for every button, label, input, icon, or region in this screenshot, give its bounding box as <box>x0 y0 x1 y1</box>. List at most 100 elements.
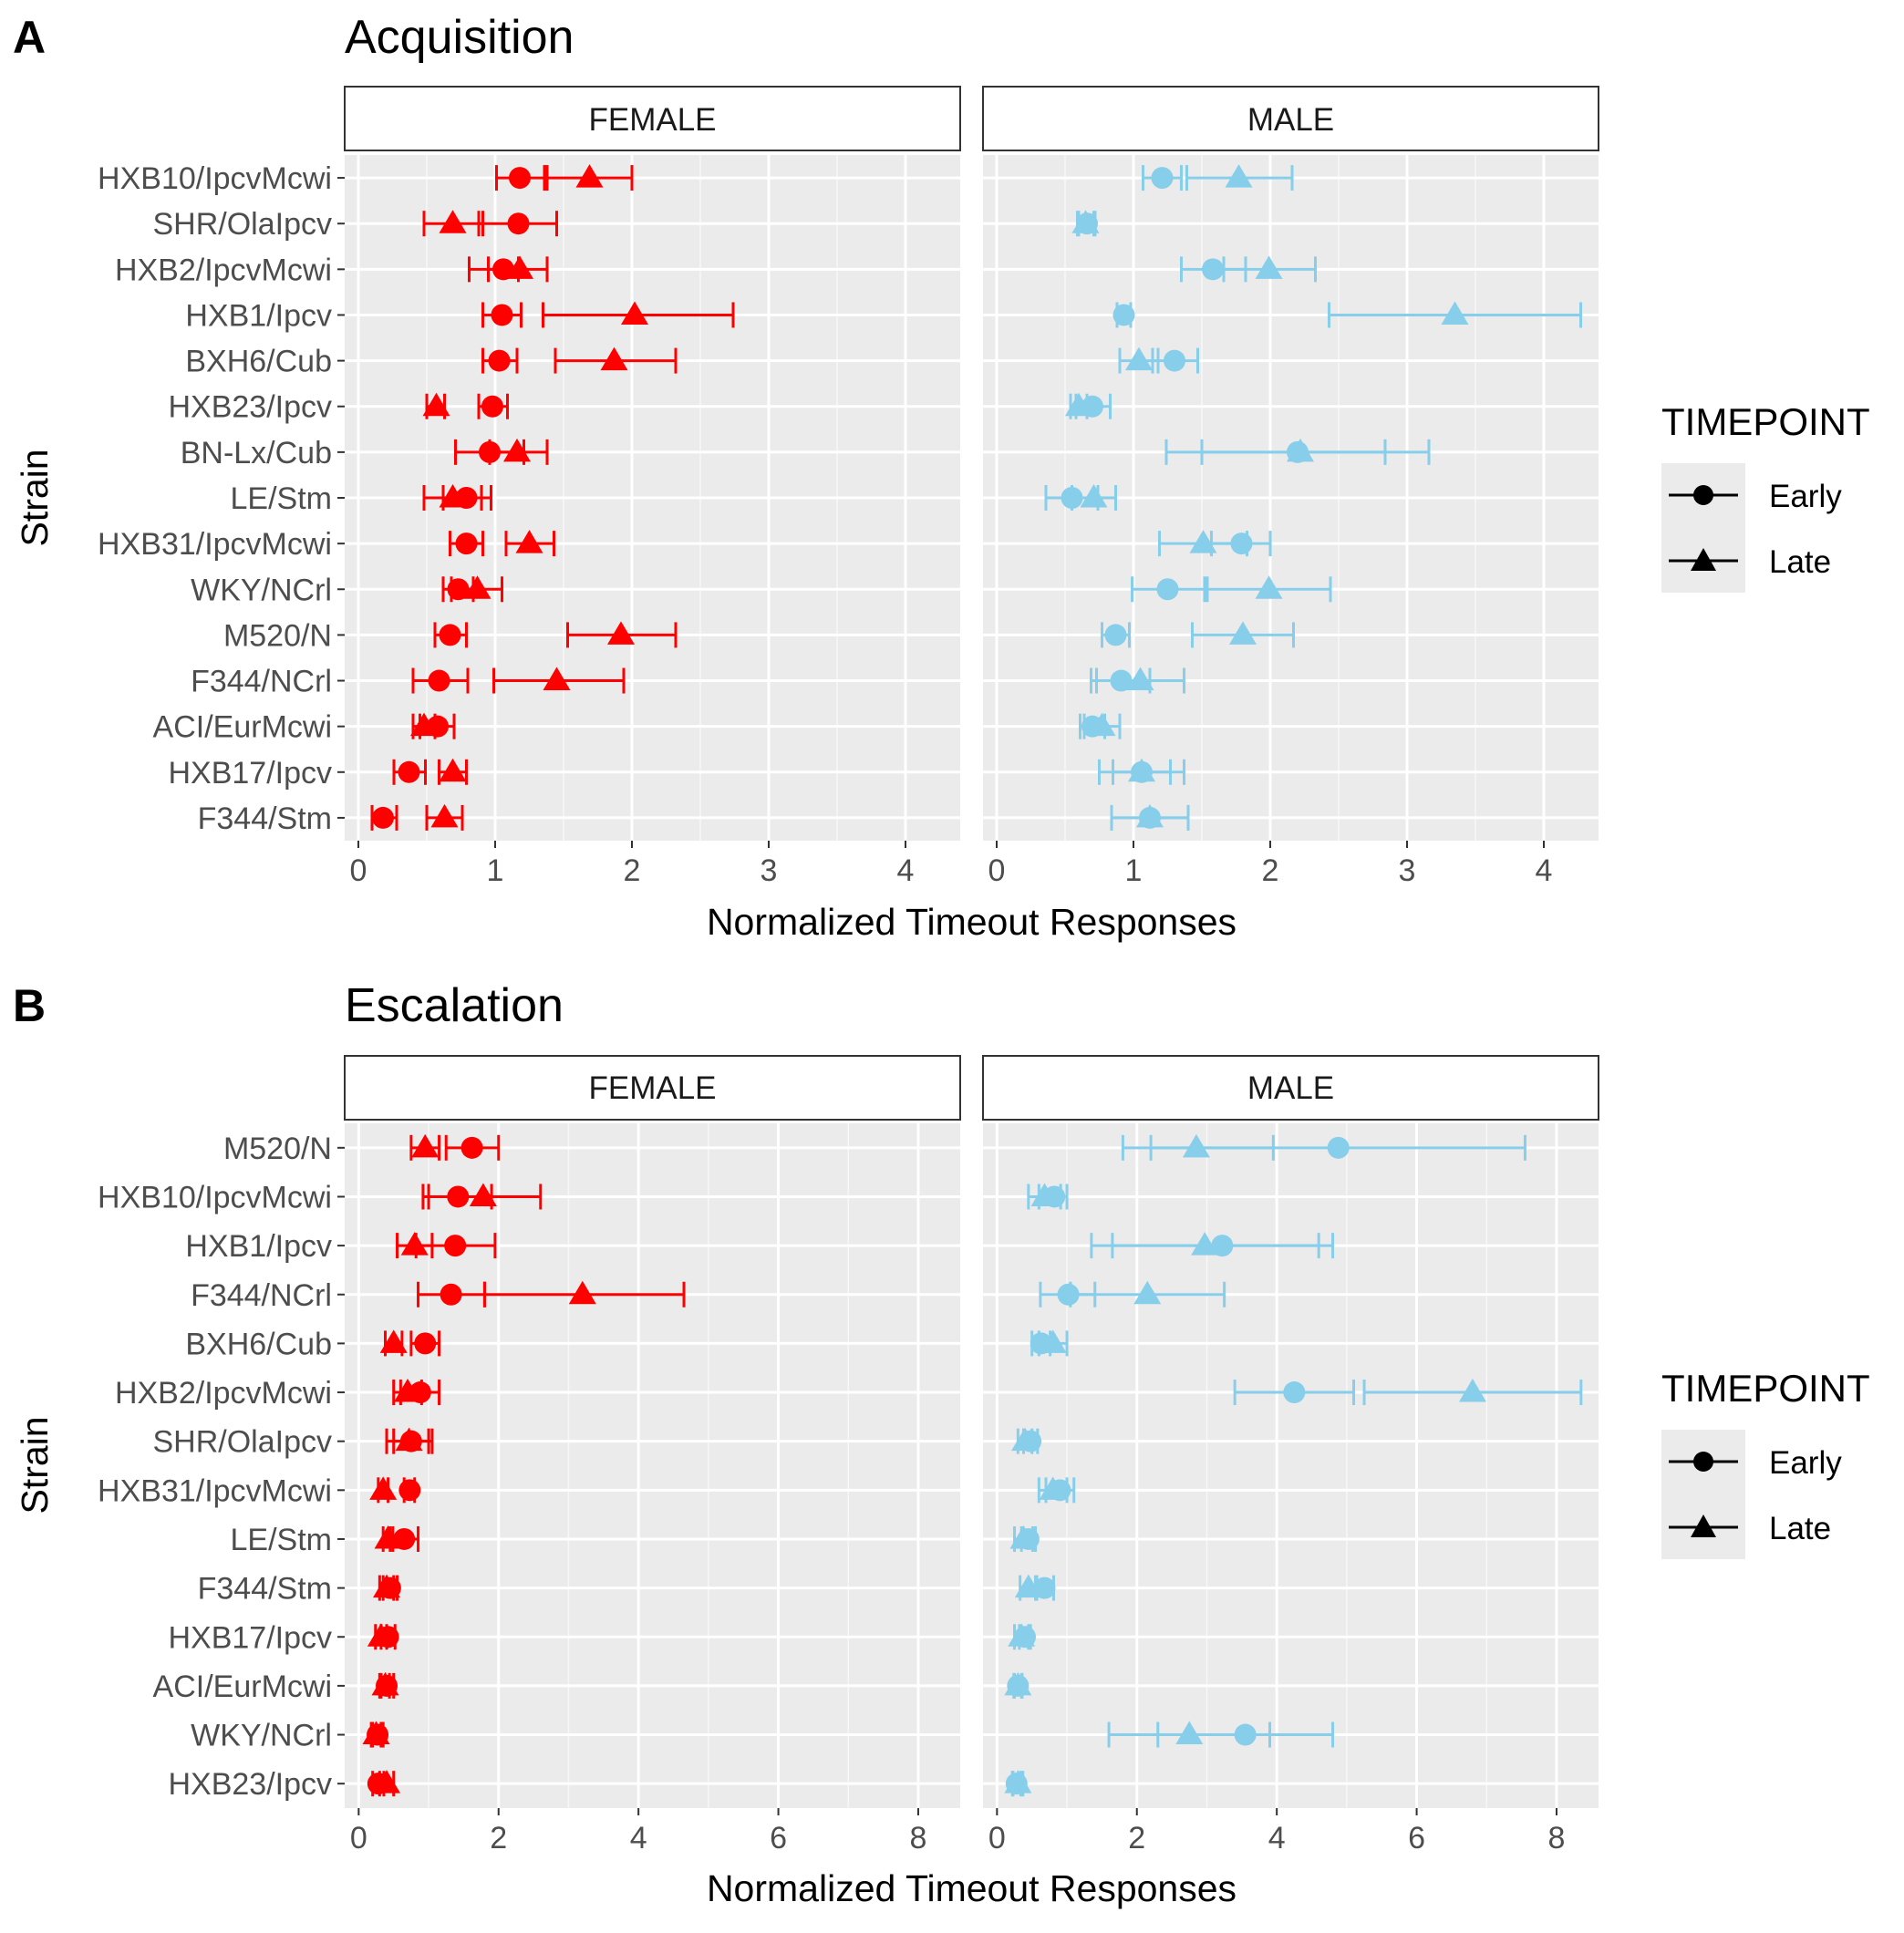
data-point-early <box>398 1479 421 1502</box>
data-point-late <box>568 1280 596 1305</box>
data-point-early <box>455 532 478 555</box>
data-point-late <box>607 621 635 645</box>
data-point-late <box>1189 530 1217 553</box>
x-tick-label: 8 <box>910 1821 927 1855</box>
data-point-late <box>1065 392 1092 417</box>
data-point-late <box>515 530 543 553</box>
legend-title: TIMEPOINT <box>1661 400 1870 443</box>
x-tick-label: 1 <box>1125 853 1143 888</box>
panel-acquisition: A Acquisition FEMALE MALE 0 1 2 3 4 0 1 2 3 4 HX… <box>13 11 1870 943</box>
data-point-late <box>621 301 648 325</box>
strip-female <box>344 86 961 151</box>
data-point-early <box>428 669 450 692</box>
data-point-late <box>362 1721 390 1745</box>
data-point-late <box>1039 1476 1067 1500</box>
x-tick-label: 2 <box>624 853 641 888</box>
y-tick-label-bn-lx-cub: BN-Lx/Cub <box>181 436 332 470</box>
data-point-early <box>507 212 530 235</box>
legend-label-early: Early <box>1769 1445 1842 1481</box>
y-tick-label-shr-olaipcv: SHR/OlaIpcv <box>153 1425 333 1460</box>
data-point-early <box>1112 304 1135 326</box>
data-point-early <box>481 395 503 418</box>
data-point-early <box>1104 624 1127 646</box>
y-tick-label-shr-olaipcv: SHR/OlaIpcv <box>153 207 333 242</box>
y-tick-label-hxb10-ipcvmcwi: HXB10/IpcvMcwi <box>98 1180 332 1215</box>
data-point-late <box>373 1770 401 1793</box>
data-point-late <box>1088 712 1116 737</box>
data-point-late <box>503 438 531 462</box>
x-tick-label: 0 <box>988 1821 1006 1855</box>
legend: TIMEPOINT Early Late <box>1661 1367 1870 1559</box>
legend-label-late: Late <box>1769 544 1831 580</box>
legend-key-bg <box>1661 463 1745 593</box>
y-tick-label-bxh6-cub: BXH6/Cub <box>185 345 332 379</box>
plot-background <box>345 1123 960 1808</box>
x-tick-label: 4 <box>897 853 915 888</box>
data-point-late <box>463 575 492 599</box>
x-axis-title: Normalized Timeout Responses <box>707 1867 1237 1909</box>
data-point-early <box>1151 167 1174 190</box>
data-point-late <box>411 1133 440 1158</box>
data-point-late <box>469 1183 497 1206</box>
data-point-late <box>369 1476 398 1500</box>
x-tick-label: 4 <box>1536 853 1553 888</box>
x-tick-label: 0 <box>988 853 1006 888</box>
data-point-late <box>1071 210 1100 233</box>
panel-escalation: B Escalation FEMALE MALE 0 2 4 6 8 0 2 4 6 8 M52… <box>13 979 1870 1909</box>
data-point-early <box>440 1283 462 1306</box>
data-point-late <box>430 803 459 828</box>
y-tick-label-wky-ncrl: WKY/NCrl <box>191 573 332 607</box>
x-tick-label: 2 <box>1128 1821 1145 1855</box>
data-point-early <box>1283 1381 1306 1404</box>
y-tick-label-hxb1-ipcv: HXB1/Ipcv <box>185 298 332 333</box>
legend-title: TIMEPOINT <box>1661 1367 1870 1410</box>
legend-circle-icon <box>1693 485 1713 505</box>
data-point-late <box>439 484 467 508</box>
data-point-late <box>1008 1623 1036 1647</box>
legend-triangle-icon <box>1691 1514 1716 1537</box>
strip-label-female: FEMALE <box>588 1070 716 1106</box>
y-tick-label-le-stm: LE/Stm <box>231 1523 332 1557</box>
panel-label: B <box>13 980 46 1031</box>
y-axis-title: Strain <box>14 1416 56 1514</box>
data-point-late <box>371 1671 399 1696</box>
strip-female <box>344 1055 961 1121</box>
x-tick-label: 4 <box>630 1821 647 1855</box>
data-point-late <box>1175 1721 1204 1745</box>
data-point-late <box>394 1379 422 1402</box>
x-tick-label: 2 <box>490 1821 507 1855</box>
data-point-late <box>1128 758 1155 782</box>
legend: TIMEPOINT Early Late <box>1661 400 1870 593</box>
data-point-late <box>1225 164 1253 188</box>
y-tick-label-hxb31-ipcvmcwi: HXB31/IpcvMcwi <box>98 1473 332 1508</box>
x-axis-title: Normalized Timeout Responses <box>707 901 1237 943</box>
y-tick-label-hxb31-ipcvmcwi: HXB31/IpcvMcwi <box>98 527 332 562</box>
panel-title: Acquisition <box>345 11 574 64</box>
x-tick-label: 0 <box>350 1821 367 1855</box>
legend-circle-icon <box>1693 1452 1713 1472</box>
y-tick-label-m520-n: M520/N <box>223 618 332 653</box>
x-tick-label: 4 <box>1268 1821 1286 1855</box>
x-tick-label: 6 <box>770 1821 787 1855</box>
y-tick-label-aci-eurmcwi: ACI/EurMcwi <box>153 710 332 745</box>
data-point-early <box>1057 1283 1080 1306</box>
data-point-late <box>1182 1133 1210 1158</box>
facet-male: 0 1 2 3 4 <box>983 155 1599 888</box>
panel-label: A <box>13 12 46 63</box>
data-point-early <box>1164 349 1185 372</box>
data-point-late <box>400 1232 429 1256</box>
data-point-late <box>367 1623 395 1647</box>
data-point-early <box>398 760 420 783</box>
data-point-late <box>1191 1232 1219 1256</box>
x-tick-label: 6 <box>1408 1821 1425 1855</box>
data-point-late <box>1229 621 1257 645</box>
data-point-early <box>460 1136 483 1159</box>
data-point-late <box>1287 438 1314 462</box>
data-point-late <box>1458 1379 1486 1402</box>
data-point-late <box>1255 575 1283 599</box>
data-point-late <box>1133 1280 1162 1305</box>
data-point-early <box>372 806 394 829</box>
x-tick-label: 0 <box>350 853 367 888</box>
facet-female: 0 1 2 3 4 <box>345 155 960 888</box>
